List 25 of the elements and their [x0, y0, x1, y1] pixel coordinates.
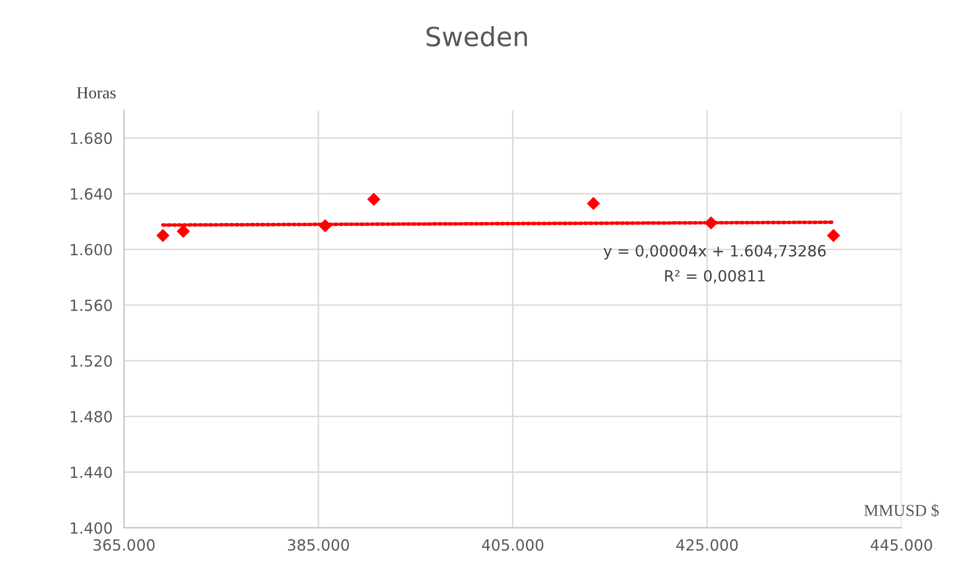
chart-title: Sweden	[426, 26, 527, 47]
y-tick-label: 1.480	[70, 410, 112, 422]
y-tick-label: 1.520	[70, 355, 112, 367]
point	[826, 228, 840, 242]
x-tick-label: 425.000	[676, 539, 738, 551]
y-tick-label: 1.640	[70, 188, 112, 200]
y-axis-title: Horas	[76, 87, 116, 98]
x-tick-label: 405.000	[482, 539, 544, 551]
x-axis-title: MMUSD $	[864, 504, 939, 518]
point	[586, 196, 600, 210]
y-tick-label: 1.680	[70, 132, 112, 144]
x-tick-label: 365.000	[94, 539, 155, 551]
point	[704, 216, 718, 230]
point	[367, 192, 380, 206]
x-tick-label: 385.000	[288, 539, 349, 551]
point	[176, 224, 190, 238]
x-tick-label: 445.000	[870, 539, 932, 551]
point	[318, 219, 332, 232]
annotation: y = 0,00004x + 1.604,73286	[604, 245, 826, 260]
y-tick-label: 1.440	[70, 466, 112, 478]
y-tick-label: 1.560	[70, 300, 112, 312]
annotation: R² = 0,00811	[665, 270, 765, 284]
y-tick-label: 1.400	[70, 522, 112, 534]
y-tick-label: 1.600	[70, 244, 112, 256]
point	[156, 228, 170, 242]
